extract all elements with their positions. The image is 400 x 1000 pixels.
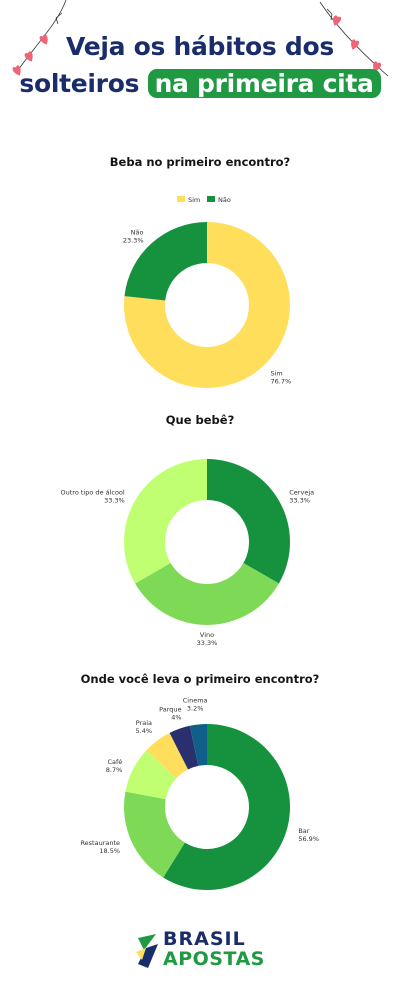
slice-label: Vino: [200, 631, 214, 639]
donut-slice-restaurante: [124, 791, 185, 878]
slice-value-label: 23.3%: [123, 236, 144, 244]
slice-value-label: 33.3%: [289, 497, 310, 505]
brasil-apostas-logo: BRASIL APOSTAS: [134, 928, 274, 972]
page-title-line1: Veja os hábitos dos: [66, 32, 334, 61]
slice-label: Cerveja: [289, 489, 314, 497]
slice-value-label: 33.3%: [197, 639, 218, 647]
slice-label: Bar: [298, 827, 309, 835]
logo-text-apostas: APOSTAS: [163, 948, 265, 970]
legend-label: Não: [218, 196, 231, 204]
slice-label: Cinema: [183, 697, 208, 705]
slice-label: Sim: [270, 370, 282, 378]
donut-slice-cinema: [189, 724, 207, 766]
donut-slice-n-o: [124, 222, 207, 301]
donut-slice-praia: [146, 732, 189, 779]
slice-label: Praia: [136, 719, 152, 727]
donut-slice-parque: [169, 725, 199, 770]
slice-value-label: 5.4%: [136, 727, 153, 735]
donut-slice-cerveja: [207, 459, 290, 584]
heart-icon: [12, 34, 48, 76]
slice-value-label: 76.7%: [270, 378, 291, 386]
donut-slice-caf-: [125, 750, 177, 800]
donut-slice-bar: [163, 724, 291, 890]
slice-label: Restaurante: [80, 839, 120, 847]
title-highlight: na primeira cita: [147, 69, 381, 98]
slice-value-label: 8.7%: [106, 766, 123, 774]
slice-value-label: 3.2%: [187, 705, 204, 713]
slice-label: Parque: [159, 705, 181, 713]
donut-slice-sim: [124, 222, 290, 388]
legend-swatch: [207, 196, 215, 202]
title-plain: solteiros: [19, 69, 140, 98]
legend-label: Sim: [188, 196, 200, 204]
slice-label: Outro tipo de álcool: [61, 489, 125, 497]
logo-text-brasil: BRASIL: [163, 928, 246, 950]
page-title-line2: solteiros na primeira cita: [0, 69, 400, 98]
logo-mark-icon: [136, 934, 158, 968]
donut-slice-vino: [135, 563, 279, 625]
chart-title: Que bebê?: [165, 413, 235, 427]
donut-slice-outro-tipo-de-lcool: [124, 459, 207, 584]
chart-title: Beba no primeiro encontro?: [109, 155, 291, 169]
slice-value-label: 18.5%: [99, 847, 120, 855]
chart-title: Onde você leva o primeiro encontro?: [80, 672, 320, 686]
slice-value-label: 33.3%: [104, 497, 125, 505]
hearts-decoration-left: [12, 0, 67, 76]
slice-label: Não: [131, 228, 144, 236]
slice-label: Café: [107, 758, 122, 766]
legend-swatch: [177, 196, 185, 202]
slice-value-label: 56.9%: [298, 835, 319, 843]
slice-value-label: 4%: [171, 713, 181, 721]
